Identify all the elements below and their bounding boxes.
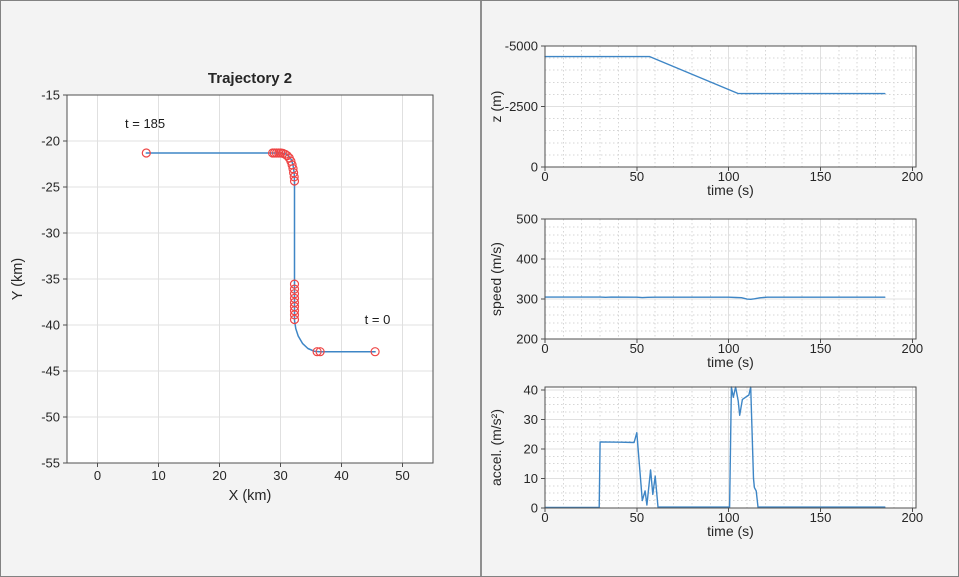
x-tick-label: 40 — [334, 468, 348, 483]
y-tick-label: -5000 — [505, 39, 538, 54]
y-tick-label: 0 — [531, 501, 538, 516]
x-tick-label: 200 — [901, 510, 923, 525]
speed-line — [544, 296, 886, 300]
trajectory-marker — [289, 284, 300, 294]
trajectory-marker — [315, 347, 325, 357]
x-tick-label: 150 — [810, 341, 832, 356]
axes-box — [544, 386, 917, 509]
y-tick-label: 20 — [524, 442, 538, 457]
x-tick-label: 0 — [94, 468, 101, 483]
y-tick-label: 200 — [516, 332, 538, 347]
x-tick-label: 200 — [901, 169, 923, 184]
trajectory-marker — [370, 347, 380, 357]
trajectory-marker — [289, 293, 300, 303]
x-axis-label: time (s) — [707, 182, 754, 198]
annotation-t-185: t = 185 — [125, 116, 165, 131]
annotation-t-0: t = 0 — [365, 312, 391, 327]
x-tick-label: 20 — [212, 468, 226, 483]
y-axis-label: z (m) — [488, 91, 504, 123]
x-tick-label: 100 — [718, 341, 740, 356]
z-line — [544, 55, 886, 95]
y-axis-label: accel. (m/s²) — [488, 409, 504, 486]
x-tick-label: 150 — [810, 510, 832, 525]
x-tick-label: 50 — [630, 341, 644, 356]
x-tick-label: 150 — [810, 169, 832, 184]
trajectory-marker — [141, 148, 151, 158]
x-tick-label: 30 — [273, 468, 287, 483]
y-tick-label: -15 — [41, 88, 60, 103]
trajectory-marker — [312, 347, 322, 357]
x-axis-label: time (s) — [707, 354, 754, 370]
y-tick-label: -35 — [41, 272, 60, 287]
y-tick-label: -55 — [41, 456, 60, 471]
x-tick-label: 100 — [718, 510, 740, 525]
y-tick-label: -45 — [41, 364, 60, 379]
chart-title: Trajectory 2 — [208, 70, 292, 87]
y-tick-label: -20 — [41, 134, 60, 149]
x-tick-label: 50 — [630, 169, 644, 184]
x-axis-label: X (km) — [229, 488, 272, 504]
x-tick-label: 0 — [541, 341, 548, 356]
y-tick-label: -50 — [41, 410, 60, 425]
y-axis-label: Y (km) — [10, 258, 26, 300]
panel-divider — [480, 1, 482, 576]
axes-box — [544, 218, 917, 340]
plot-area — [545, 219, 916, 339]
x-tick-label: 0 — [541, 510, 548, 525]
y-tick-label: 40 — [524, 383, 538, 398]
trajectory-marker — [268, 148, 278, 158]
y-tick-label: 300 — [516, 292, 538, 307]
speed-chart: 0 50 100 150 200 500 400 300 200 time (s) speed (m… — [488, 212, 923, 370]
trajectory-marker — [289, 289, 300, 299]
y-axis-label: speed (m/s) — [488, 242, 504, 316]
x-tick-label: 0 — [541, 169, 548, 184]
y-tick-label: 30 — [524, 412, 538, 427]
x-axis-label: time (s) — [707, 523, 754, 539]
x-tick-label: 50 — [395, 468, 409, 483]
x-tick-label: 50 — [630, 510, 644, 525]
trajectory-marker — [289, 314, 300, 325]
y-tick-label: -2500 — [505, 99, 538, 114]
y-tick-label: -40 — [41, 318, 60, 333]
trajectory-figure-panel: 0 10 20 30 40 50 -15 -20 -25 -30 -35 -40 -45 -50 -55 Tr… — [10, 70, 434, 504]
y-tick-label: -30 — [41, 226, 60, 241]
y-tick-label: 0 — [531, 160, 538, 175]
x-tick-label: 10 — [151, 468, 165, 483]
x-tick-label: 100 — [718, 169, 740, 184]
y-tick-label: 500 — [516, 212, 538, 227]
x-tick-label: 200 — [901, 341, 923, 356]
trajectory-marker — [289, 297, 300, 308]
accel-line — [544, 386, 886, 509]
trajectory-marker — [289, 279, 300, 289]
trajectory-chart: 0 10 20 30 40 50 -15 -20 -25 -30 -35 -40 -45 -50 -55 Tr… — [10, 70, 434, 504]
altitude-chart: 0 50 100 150 200 -5000 -2500 0 time (s) z (m) — [488, 39, 923, 198]
y-tick-label: 10 — [524, 471, 538, 486]
y-tick-label: -25 — [41, 180, 60, 195]
y-tick-label: 400 — [516, 252, 538, 267]
